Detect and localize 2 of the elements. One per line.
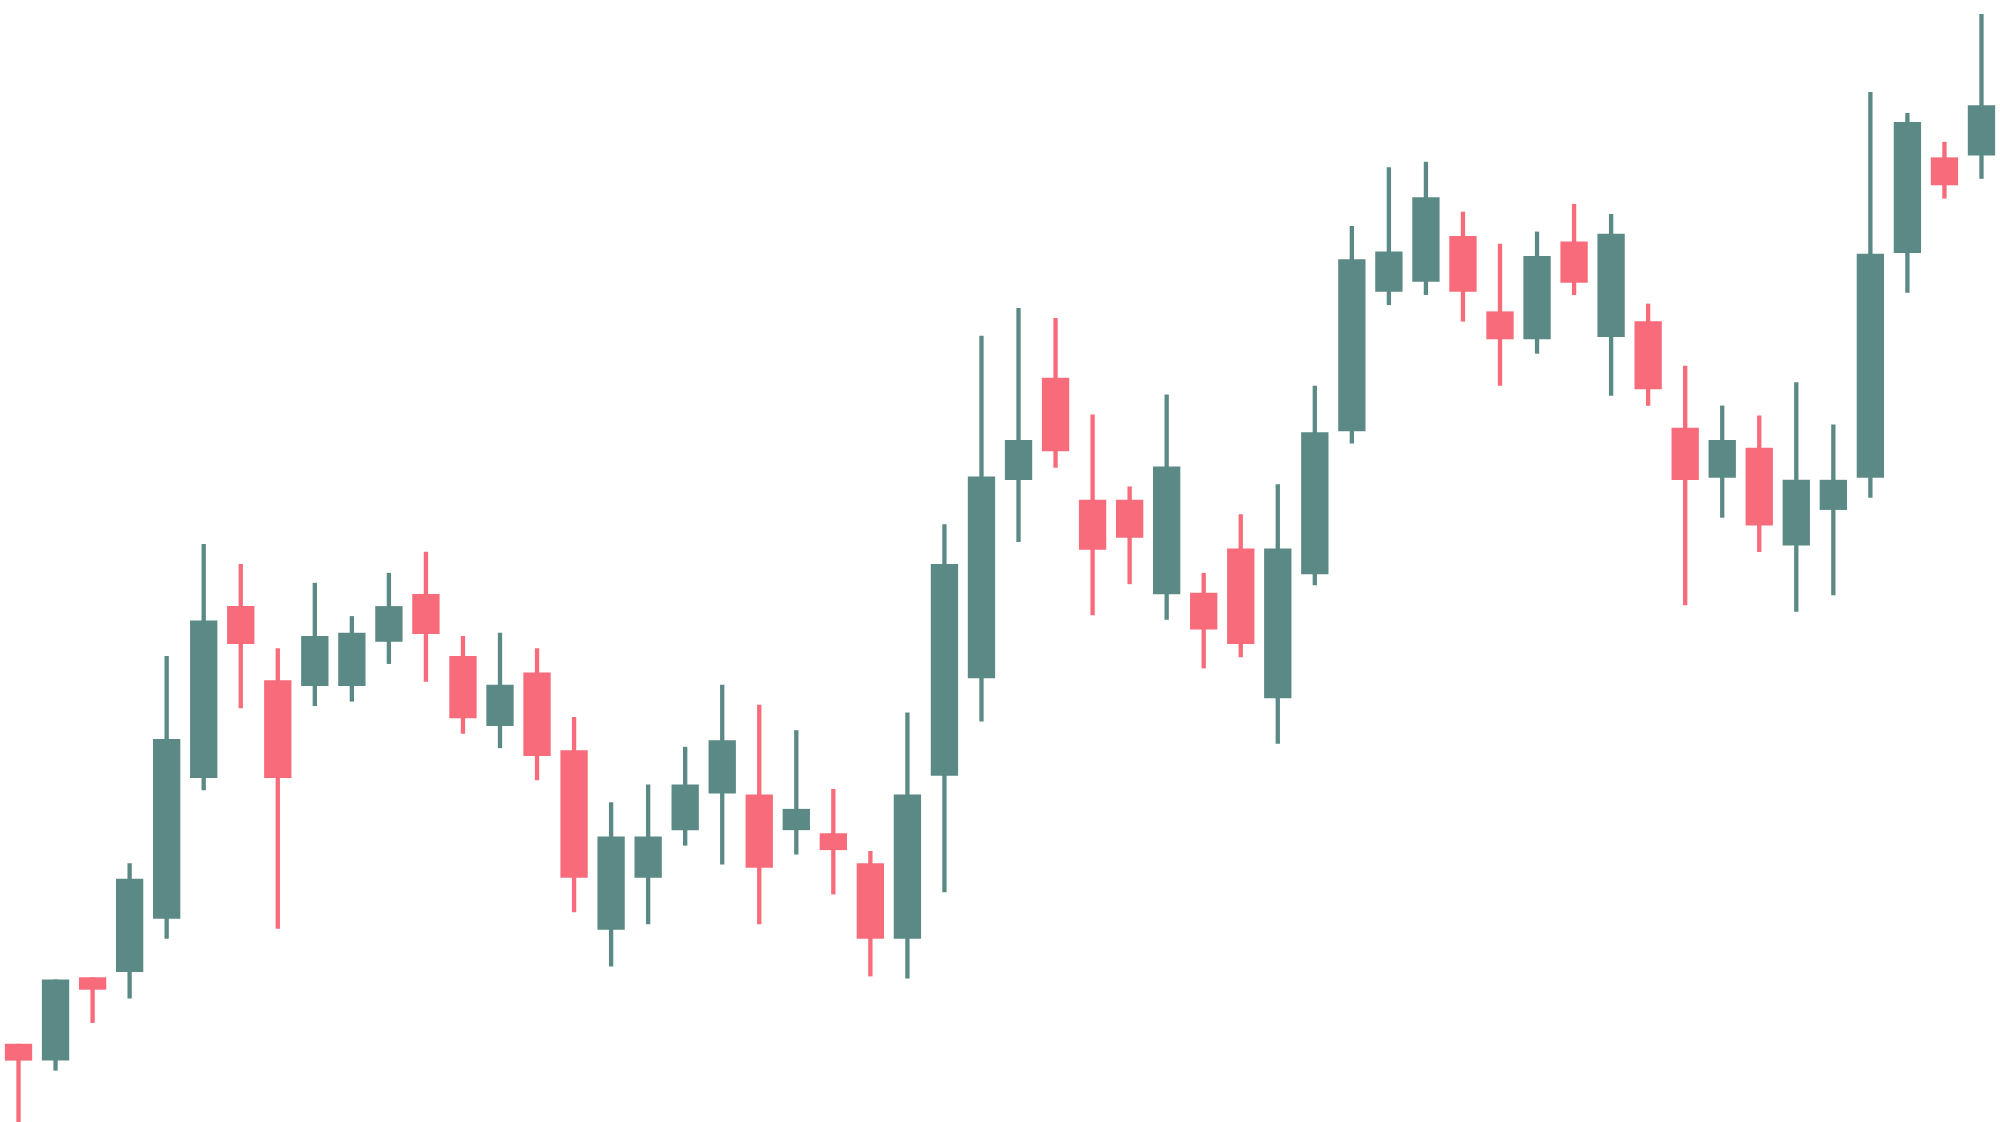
candlestick: [1004, 308, 1033, 543]
candlestick: [4, 1043, 33, 1122]
